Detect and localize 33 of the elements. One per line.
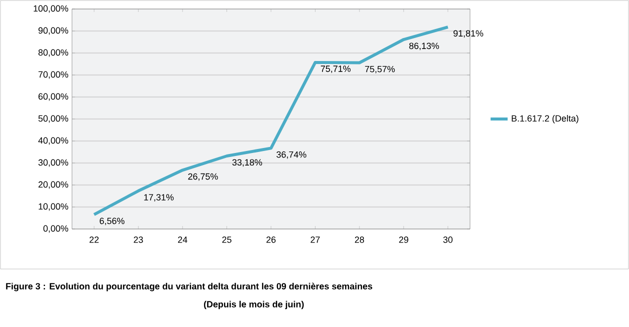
x-tick-label: 29	[399, 236, 408, 243]
x-tick-label: 22	[90, 236, 99, 243]
data-label: 86,13%	[409, 42, 439, 50]
data-label: 33,18%	[232, 159, 262, 167]
y-tick-label: 60,00%	[38, 93, 68, 101]
y-tick-label: 90,00%	[38, 27, 68, 35]
x-tick-label: 26	[266, 236, 276, 243]
x-tick-label: 23	[134, 236, 143, 243]
data-label: 26,75%	[188, 173, 218, 181]
text: (Depuis le mois de juin)	[204, 300, 304, 310]
legend-label: B.1.617.2 (Delta)	[512, 115, 578, 124]
y-tick-label: 40,00%	[38, 137, 68, 145]
data-label: 75,57%	[365, 66, 395, 74]
x-tick-label: 25	[222, 236, 232, 243]
y-tick-label: 70,00%	[38, 71, 68, 79]
x-tick-label: 27	[310, 236, 320, 243]
data-label: 17,31%	[144, 194, 174, 202]
y-tick-label: 50,00%	[38, 115, 68, 123]
data-label: 91,81%	[454, 30, 484, 38]
y-tick-label: 100,00%	[34, 5, 68, 13]
caption: Figure 3 : Evolution du pourcentage du variant delta durant les 09 dernières semaines	[6, 282, 372, 292]
y-tick-label: 20,00%	[38, 181, 68, 189]
y-tick-label: 10,00%	[38, 203, 68, 211]
data-label: 6,56%	[100, 218, 124, 226]
data-label: 36,74%	[276, 151, 306, 159]
y-tick-label: 30,00%	[38, 159, 68, 167]
x-tick-label: 30	[443, 236, 453, 243]
y-tick-label: 80,00%	[38, 49, 68, 57]
x-tick-label: 24	[178, 236, 188, 243]
y-tick-label: 0,00%	[43, 225, 68, 233]
data-label: 75,71%	[320, 66, 351, 73]
line-series	[92, 26, 450, 216]
x-tick-label: 28	[354, 236, 364, 243]
